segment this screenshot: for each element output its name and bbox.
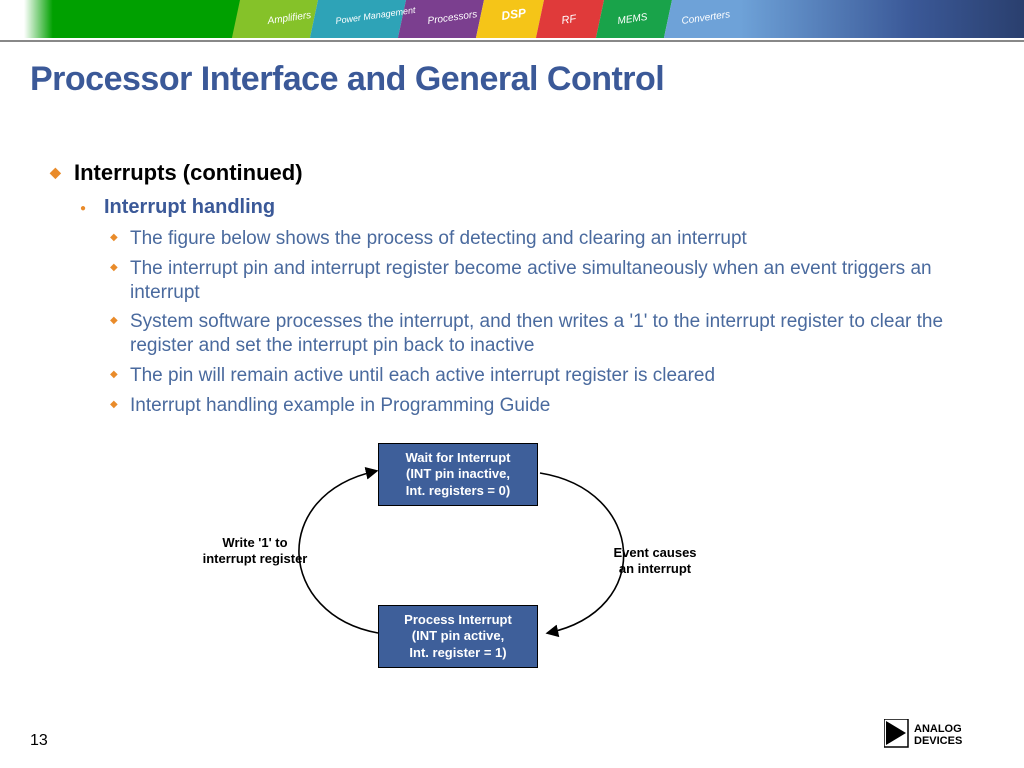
bullet-lvl2: Interrupt handling — [80, 196, 974, 219]
flow-diagram: Wait for Interrupt (INT pin inactive, In… — [200, 435, 720, 685]
flow-label-write-l1: Write '1' to — [222, 535, 287, 550]
header-divider — [0, 40, 1024, 42]
flow-label-write-l2: interrupt register — [203, 551, 308, 566]
svg-text:DEVICES: DEVICES — [914, 735, 962, 747]
svg-text:ANALOG: ANALOG — [914, 723, 962, 735]
footer-logo: ANALOG DEVICES — [884, 719, 994, 754]
flow-label-event-l2: an interrupt — [619, 561, 691, 576]
header-graphic: Amplifiers Power Management Processors D… — [0, 0, 1024, 38]
bullet-lvl3: The pin will remain active until each ac… — [110, 364, 974, 388]
analog-devices-logo-icon: ANALOG DEVICES — [884, 719, 994, 749]
flow-box-process: Process Interrupt (INT pin active, Int. … — [378, 605, 538, 668]
flow-label-event: Event causes an interrupt — [600, 545, 710, 578]
flow-label-write: Write '1' to interrupt register — [190, 535, 320, 568]
flow-box-process-l1: Process Interrupt — [404, 612, 512, 627]
bullet-lvl1: Interrupts (continued) — [50, 160, 974, 186]
slide-title: Processor Interface and General Control — [30, 60, 664, 99]
flow-box-wait-l3: Int. registers = 0) — [406, 483, 510, 498]
bullet-lvl3: The interrupt pin and interrupt register… — [110, 257, 974, 305]
flow-label-event-l1: Event causes — [613, 545, 696, 560]
flow-box-wait-l1: Wait for Interrupt — [406, 450, 511, 465]
flow-box-wait: Wait for Interrupt (INT pin inactive, In… — [378, 443, 538, 506]
flow-box-process-l3: Int. register = 1) — [409, 645, 506, 660]
bullet-lvl3: Interrupt handling example in Programmin… — [110, 394, 974, 418]
bullet-lvl3: System software processes the interrupt,… — [110, 310, 974, 358]
content-area: Interrupts (continued) Interrupt handlin… — [50, 160, 974, 423]
page-number: 13 — [30, 732, 48, 750]
header-band: Amplifiers Power Management Processors D… — [0, 0, 1024, 38]
bullet-lvl3: The figure below shows the process of de… — [110, 227, 974, 251]
flow-box-wait-l2: (INT pin inactive, — [406, 466, 510, 481]
flow-box-process-l2: (INT pin active, — [412, 628, 504, 643]
